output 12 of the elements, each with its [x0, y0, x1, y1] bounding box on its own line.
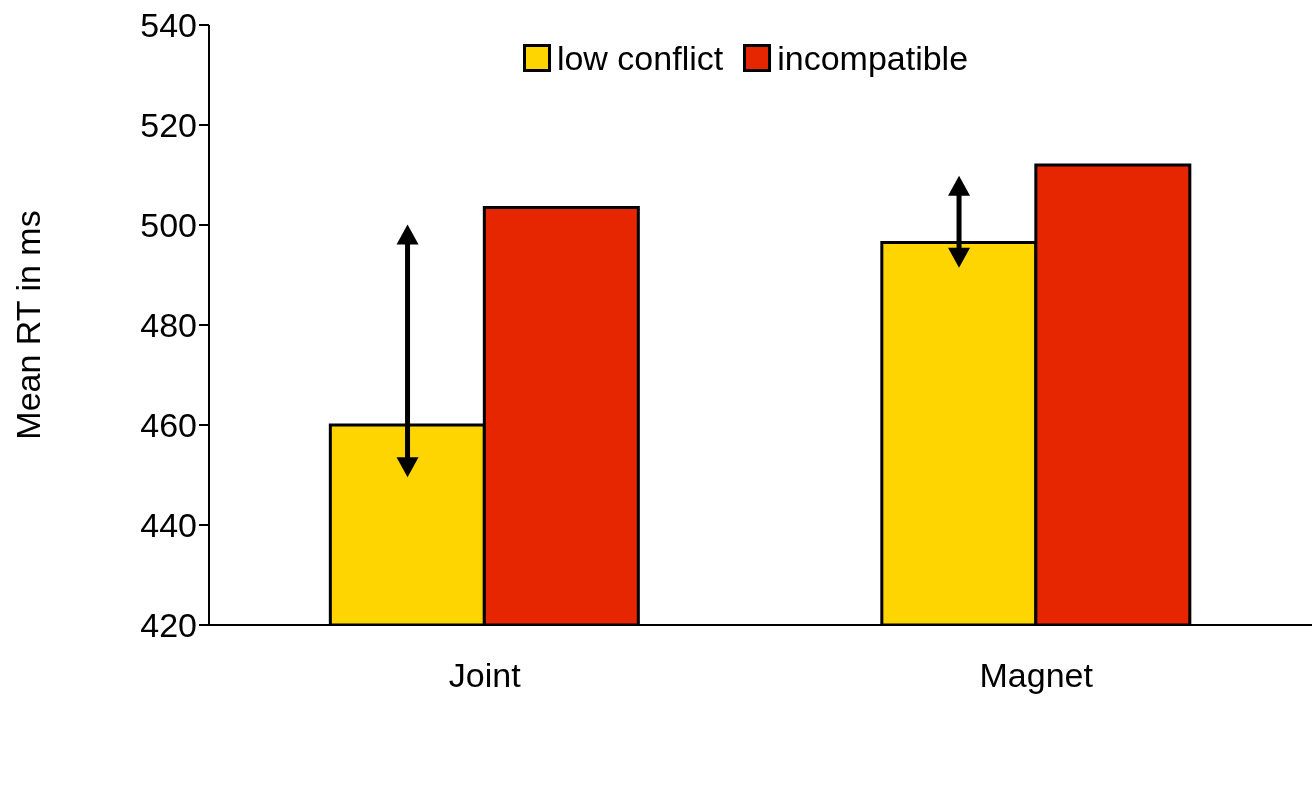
y-tick-label: 540: [140, 6, 197, 45]
y-tick-label: 460: [140, 406, 197, 445]
x-tick-label: Magnet: [979, 656, 1094, 695]
y-tick-label: 520: [140, 106, 197, 145]
legend-label: incompatible: [776, 38, 969, 78]
y-tick-label: 500: [140, 206, 197, 245]
y-tick-label: 480: [140, 306, 197, 345]
legend-label: low conflict: [555, 38, 724, 78]
y-tick-label: 440: [140, 506, 197, 545]
x-tick-label: Joint: [448, 656, 522, 695]
y-tick-label: 420: [140, 606, 197, 645]
y-axis-title: Mean RT in ms: [9, 210, 48, 440]
